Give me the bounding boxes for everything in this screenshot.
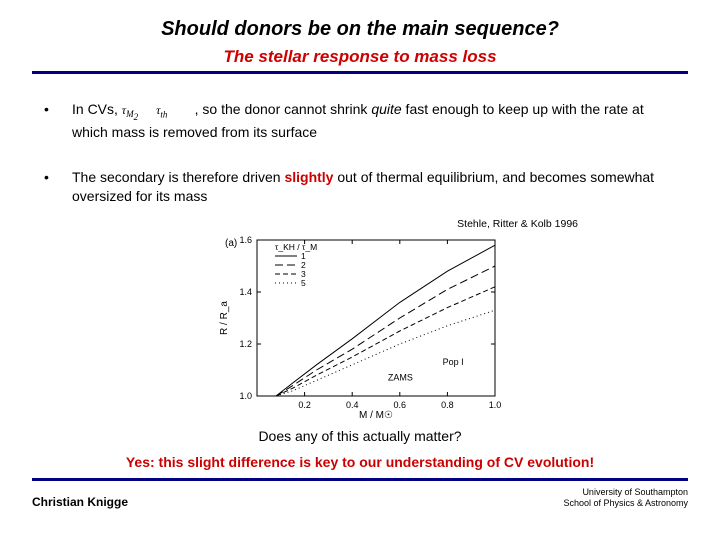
chart-container: 0.2 0.4 0.6 0.8 1.0 1.0 1.2 1.4 1.6 M / M☉ R / R_a… xyxy=(32,232,688,422)
footer-affiliation: University of Southampton School of Phys… xyxy=(563,487,688,509)
b2-slightly: slightly xyxy=(284,169,333,185)
svg-text:Pop I: Pop I xyxy=(443,357,464,367)
bullet-marker: • xyxy=(44,100,72,142)
svg-text:ZAMS: ZAMS xyxy=(388,372,413,382)
bottom-rule xyxy=(32,478,688,481)
svg-text:5: 5 xyxy=(301,278,306,288)
slide-title: Should donors be on the main sequence? xyxy=(32,18,688,41)
footer: Christian Knigge University of Southampt… xyxy=(32,487,688,509)
svg-text:0.6: 0.6 xyxy=(394,400,407,410)
bullet-1-text: In CVs, τM2 τth , so the donor cannot sh… xyxy=(72,100,676,142)
svg-text:1.6: 1.6 xyxy=(239,235,252,245)
bullet-2: • The secondary is therefore driven slig… xyxy=(44,168,676,206)
slide-subtitle: The stellar response to mass loss xyxy=(32,47,688,67)
closing-question: Does any of this actually matter? xyxy=(32,428,688,444)
svg-text:R / R_a: R / R_a xyxy=(219,301,230,335)
bullet-2-text: The secondary is therefore driven slight… xyxy=(72,168,676,206)
svg-text:M / M☉: M / M☉ xyxy=(359,410,393,421)
svg-text:1.2: 1.2 xyxy=(239,339,252,349)
b1-math: τM2 τth xyxy=(122,103,168,117)
bullet-marker: • xyxy=(44,168,72,206)
mass-radius-chart: 0.2 0.4 0.6 0.8 1.0 1.0 1.2 1.4 1.6 M / M☉ R / R_a… xyxy=(215,232,505,422)
bullet-list: • In CVs, τM2 τth , so the donor cannot … xyxy=(32,100,688,206)
b1-pre: In CVs, xyxy=(72,101,122,117)
citation: Stehle, Ritter & Kolb 1996 xyxy=(32,218,688,230)
svg-text:0.4: 0.4 xyxy=(346,400,359,410)
b1-post1: , so the donor cannot shrink xyxy=(195,101,372,117)
slide: Should donors be on the main sequence? T… xyxy=(0,0,720,540)
bullet-1: • In CVs, τM2 τth , so the donor cannot … xyxy=(44,100,676,142)
svg-text:(a): (a) xyxy=(225,238,237,249)
footer-uni: University of Southampton xyxy=(563,487,688,498)
footer-author: Christian Knigge xyxy=(32,495,128,509)
svg-text:0.2: 0.2 xyxy=(298,400,311,410)
closing-answer: Yes: this slight difference is key to ou… xyxy=(32,454,688,470)
svg-text:0.8: 0.8 xyxy=(441,400,454,410)
b2-pre: The secondary is therefore driven xyxy=(72,169,284,185)
b1-quite: quite xyxy=(371,101,401,117)
svg-text:1.0: 1.0 xyxy=(239,391,252,401)
footer-dept: School of Physics & Astronomy xyxy=(563,498,688,509)
svg-text:1.4: 1.4 xyxy=(239,287,252,297)
svg-text:τ_KH / τ_M: τ_KH / τ_M xyxy=(275,242,317,252)
svg-text:1.0: 1.0 xyxy=(489,400,502,410)
top-rule xyxy=(32,71,688,74)
